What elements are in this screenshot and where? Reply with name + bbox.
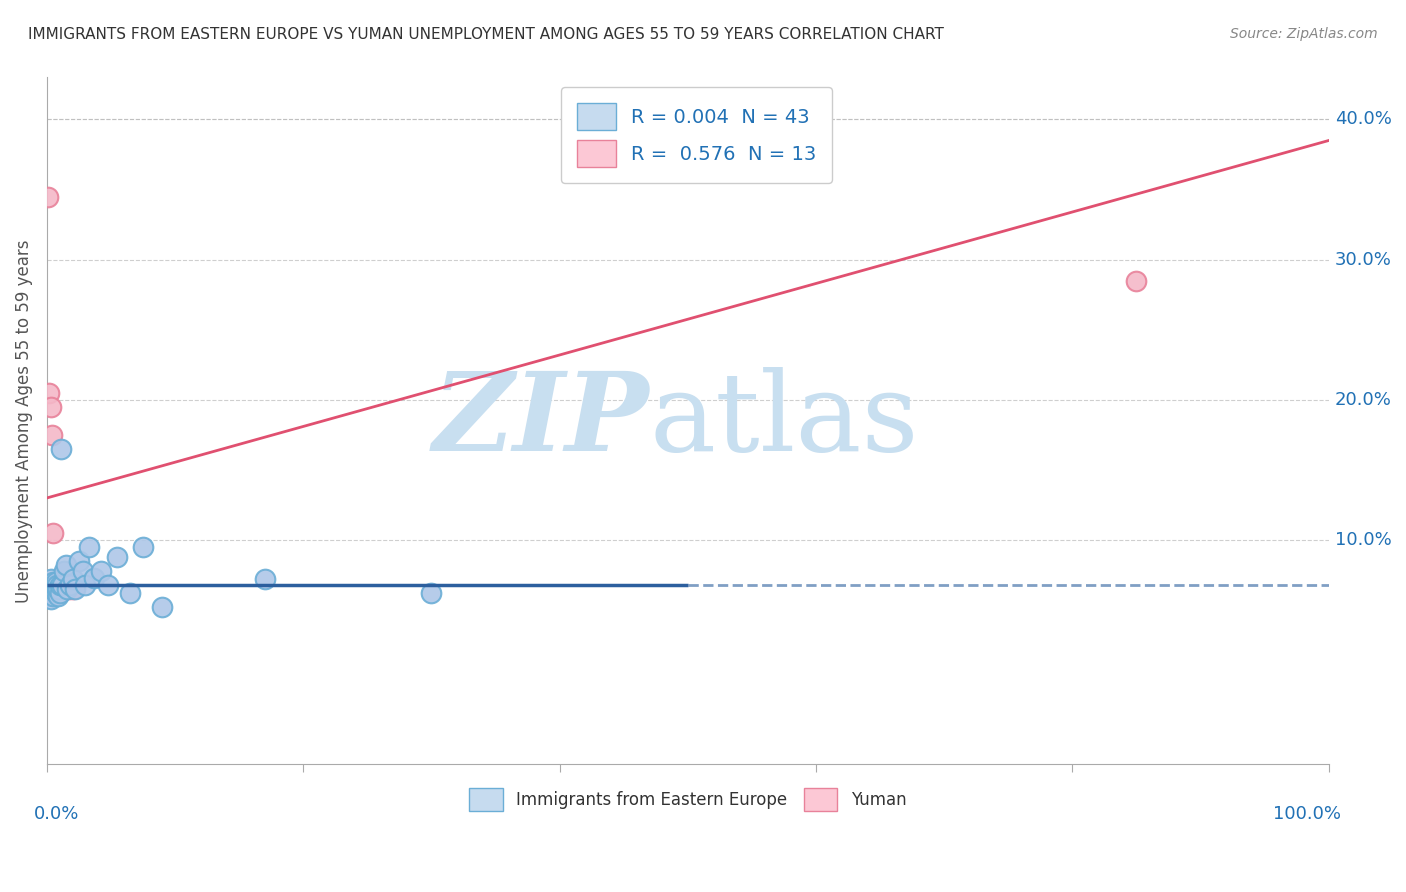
Point	[55, 578, 77, 592]
Point	[420, 586, 443, 600]
Point	[48, 589, 70, 603]
Point	[37, 589, 59, 603]
Text: 40.0%: 40.0%	[1336, 111, 1392, 128]
Point	[62, 582, 84, 596]
Point	[37, 582, 59, 596]
Point	[150, 600, 173, 615]
Point	[42, 582, 65, 596]
Point	[58, 582, 80, 596]
Point	[75, 578, 97, 592]
Point	[48, 586, 70, 600]
Text: 20.0%: 20.0%	[1336, 391, 1392, 409]
Point	[97, 578, 120, 592]
Point	[51, 582, 73, 596]
Point	[48, 582, 70, 596]
Text: 100.0%: 100.0%	[1274, 805, 1341, 823]
Point	[105, 549, 128, 564]
Point	[49, 442, 72, 456]
Point	[72, 564, 94, 578]
Point	[46, 578, 69, 592]
Point	[39, 582, 62, 596]
Point	[41, 578, 63, 592]
Point	[41, 428, 63, 442]
Point	[63, 582, 86, 596]
Point	[44, 578, 66, 592]
Legend: Immigrants from Eastern Europe, Yuman: Immigrants from Eastern Europe, Yuman	[463, 780, 912, 818]
Text: Source: ZipAtlas.com: Source: ZipAtlas.com	[1230, 27, 1378, 41]
Point	[253, 572, 276, 586]
Y-axis label: Unemployment Among Ages 55 to 59 years: Unemployment Among Ages 55 to 59 years	[15, 239, 32, 603]
Text: 30.0%: 30.0%	[1336, 251, 1392, 268]
Point	[42, 589, 65, 603]
Point	[48, 578, 70, 592]
Point	[38, 385, 60, 400]
Point	[46, 582, 69, 596]
Point	[39, 572, 62, 586]
Text: 10.0%: 10.0%	[1336, 531, 1392, 549]
Point	[83, 571, 105, 585]
Text: IMMIGRANTS FROM EASTERN EUROPE VS YUMAN UNEMPLOYMENT AMONG AGES 55 TO 59 YEARS C: IMMIGRANTS FROM EASTERN EUROPE VS YUMAN …	[28, 27, 943, 42]
Point	[59, 578, 82, 592]
Point	[37, 189, 59, 203]
Point	[52, 564, 75, 578]
Point	[45, 575, 67, 590]
Text: atlas: atlas	[650, 368, 920, 475]
Point	[42, 575, 65, 590]
Point	[1125, 274, 1147, 288]
Point	[46, 578, 69, 592]
Point	[39, 591, 62, 606]
Point	[39, 400, 62, 414]
Point	[90, 564, 112, 578]
Point	[77, 540, 100, 554]
Point	[42, 526, 65, 541]
Point	[67, 554, 90, 568]
Point	[56, 582, 79, 596]
Point	[45, 586, 67, 600]
Point	[41, 586, 63, 600]
Point	[44, 582, 66, 596]
Point	[38, 578, 60, 592]
Point	[132, 540, 155, 554]
Point	[38, 586, 60, 600]
Point	[120, 586, 142, 600]
Point	[48, 582, 70, 596]
Text: ZIP: ZIP	[433, 368, 650, 475]
Point	[55, 558, 77, 573]
Point	[62, 572, 84, 586]
Point	[44, 582, 66, 596]
Text: 0.0%: 0.0%	[34, 805, 80, 823]
Point	[51, 578, 73, 592]
